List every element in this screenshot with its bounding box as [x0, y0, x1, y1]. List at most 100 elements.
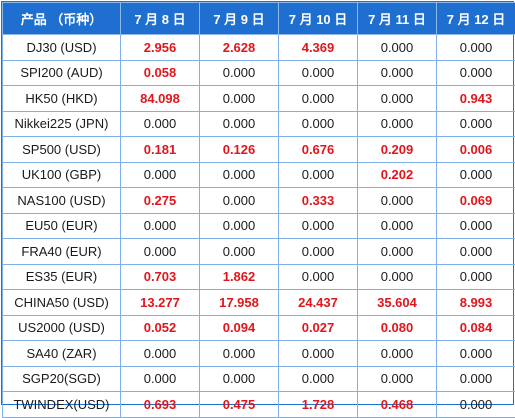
- value-cell: 0.000: [121, 162, 200, 188]
- value-cell: 0.000: [437, 264, 515, 290]
- value-cell: 1.862: [200, 264, 279, 290]
- value-cell: 0.000: [437, 111, 515, 137]
- value-cell: 0.000: [200, 366, 279, 392]
- value-cell: 0.000: [279, 86, 358, 112]
- value-cell: 35.604: [358, 290, 437, 316]
- value-cell: 0.094: [200, 315, 279, 341]
- product-cell: TWINDEX(USD): [3, 392, 121, 418]
- header-product: 产品 （币种）: [3, 3, 121, 35]
- value-cell: 0.000: [437, 239, 515, 265]
- product-cell: DJ30 (USD): [3, 35, 121, 61]
- value-cell: 0.000: [279, 60, 358, 86]
- value-cell: 13.277: [121, 290, 200, 316]
- value-cell: 0.000: [121, 239, 200, 265]
- value-cell: 0.000: [437, 341, 515, 367]
- value-cell: 0.000: [358, 35, 437, 61]
- value-cell: 0.000: [279, 213, 358, 239]
- value-cell: 0.000: [200, 111, 279, 137]
- value-cell: 1.728: [279, 392, 358, 418]
- value-cell: 0.000: [358, 188, 437, 214]
- value-cell: 0.181: [121, 137, 200, 163]
- value-cell: 0.209: [358, 137, 437, 163]
- value-cell: 0.275: [121, 188, 200, 214]
- value-cell: 0.000: [279, 239, 358, 265]
- value-cell: 0.000: [200, 341, 279, 367]
- value-cell: 0.058: [121, 60, 200, 86]
- value-cell: 8.993: [437, 290, 515, 316]
- value-cell: 2.628: [200, 35, 279, 61]
- value-cell: 0.000: [200, 213, 279, 239]
- value-cell: 0.000: [121, 213, 200, 239]
- value-cell: 0.027: [279, 315, 358, 341]
- value-cell: 0.000: [121, 111, 200, 137]
- header-date-2: 7 月 9 日: [200, 3, 279, 35]
- header-date-5: 7 月 12 日: [437, 3, 515, 35]
- header-date-3: 7 月 10 日: [279, 3, 358, 35]
- value-cell: 0.000: [358, 60, 437, 86]
- value-cell: 0.000: [279, 111, 358, 137]
- value-cell: 0.693: [121, 392, 200, 418]
- value-cell: 0.000: [121, 366, 200, 392]
- value-cell: 0.333: [279, 188, 358, 214]
- dividend-table-container: 产品 （币种） 7 月 8 日 7 月 9 日 7 月 10 日 7 月 11 …: [1, 1, 514, 405]
- product-cell: SA40 (ZAR): [3, 341, 121, 367]
- value-cell: 0.126: [200, 137, 279, 163]
- value-cell: 0.080: [358, 315, 437, 341]
- value-cell: 0.000: [200, 86, 279, 112]
- value-cell: 0.000: [358, 111, 437, 137]
- product-cell: FRA40 (EUR): [3, 239, 121, 265]
- value-cell: 0.000: [200, 239, 279, 265]
- value-cell: 0.000: [358, 264, 437, 290]
- value-cell: 0.000: [358, 86, 437, 112]
- product-cell: ES35 (EUR): [3, 264, 121, 290]
- value-cell: 0.000: [358, 366, 437, 392]
- product-cell: SGP20(SGD): [3, 366, 121, 392]
- value-cell: 0.676: [279, 137, 358, 163]
- product-cell: Nikkei225 (JPN): [3, 111, 121, 137]
- value-cell: 0.000: [200, 162, 279, 188]
- product-cell: UK100 (GBP): [3, 162, 121, 188]
- value-cell: 4.369: [279, 35, 358, 61]
- product-cell: SP500 (USD): [3, 137, 121, 163]
- header-date-1: 7 月 8 日: [121, 3, 200, 35]
- value-cell: 0.000: [437, 392, 515, 418]
- product-cell: CHINA50 (USD): [3, 290, 121, 316]
- value-cell: 0.000: [437, 162, 515, 188]
- value-cell: 84.098: [121, 86, 200, 112]
- value-cell: 0.000: [279, 162, 358, 188]
- value-cell: 0.202: [358, 162, 437, 188]
- product-cell: US2000 (USD): [3, 315, 121, 341]
- value-cell: 0.006: [437, 137, 515, 163]
- table-header-row: 产品 （币种） 7 月 8 日 7 月 9 日 7 月 10 日 7 月 11 …: [3, 3, 515, 35]
- value-cell: 0.000: [358, 213, 437, 239]
- value-cell: 0.468: [358, 392, 437, 418]
- value-cell: 0.000: [279, 366, 358, 392]
- value-cell: 24.437: [279, 290, 358, 316]
- value-cell: 0.475: [200, 392, 279, 418]
- value-cell: 0.000: [279, 264, 358, 290]
- value-cell: 0.000: [437, 366, 515, 392]
- value-cell: 2.956: [121, 35, 200, 61]
- header-date-4: 7 月 11 日: [358, 3, 437, 35]
- product-cell: SPI200 (AUD): [3, 60, 121, 86]
- value-cell: 0.000: [358, 341, 437, 367]
- value-cell: 0.000: [121, 341, 200, 367]
- value-cell: 0.000: [279, 341, 358, 367]
